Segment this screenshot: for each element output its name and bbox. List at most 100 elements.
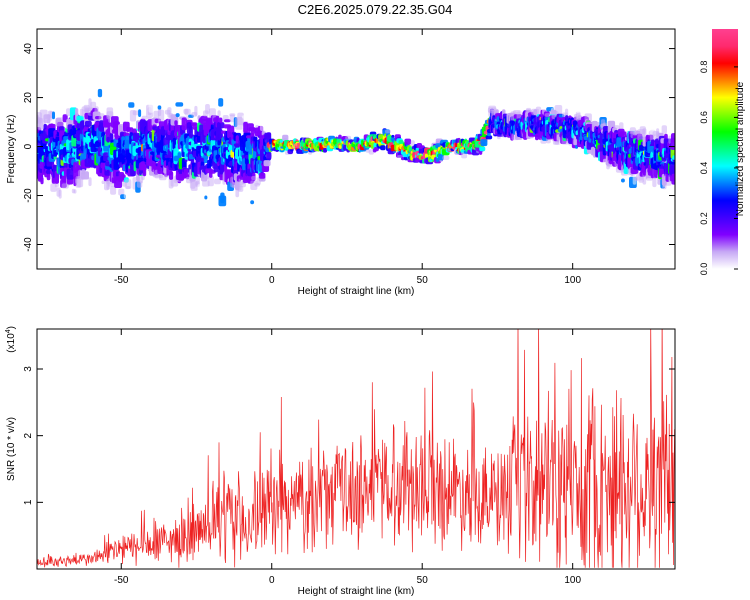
spectrogram-cell (54, 170, 59, 184)
x-tick-label: 0 (269, 575, 275, 586)
snr-series-line (37, 329, 675, 568)
spectrogram-cell (94, 106, 99, 117)
spectrogram-cell (76, 115, 84, 122)
y-tick-label: 20 (23, 92, 34, 104)
spectrogram-cell (282, 134, 289, 141)
colorbar-tick-label: 0.4 (699, 162, 709, 175)
spectrogram-cells (37, 88, 675, 207)
spectrogram-cell (138, 109, 142, 117)
spectrogram-cell (106, 136, 110, 143)
spectrogram-cell (480, 139, 488, 147)
spectrogram-cell (668, 185, 675, 191)
y-tick-label: 0 (23, 143, 34, 149)
spectrogram-cell (53, 155, 57, 160)
spectrogram-cell (56, 117, 64, 127)
colorbar-tick-label: 0.6 (699, 111, 709, 124)
snr-x-label: Height of straight line (km) (298, 586, 415, 597)
spectrogram-cell (218, 134, 223, 139)
spectrogram-cell (258, 172, 266, 179)
spectrogram-cell (184, 108, 191, 116)
spectrogram-cell (214, 178, 221, 185)
snr-plot-area (37, 329, 675, 569)
spectrogram-cell (181, 117, 187, 131)
y-tick-label: -20 (23, 188, 34, 203)
colorbar-gradient (712, 29, 738, 269)
snr-scale-exp: 4 (5, 329, 12, 333)
spectrogram-cell (106, 107, 114, 118)
spectrogram-cell (250, 180, 258, 190)
y-tick-label: -40 (23, 237, 34, 252)
spectrogram-cell (94, 141, 102, 148)
spectrogram-cell (404, 138, 412, 145)
spectrogram-cell (217, 110, 221, 117)
chart-title: C2E6.2025.079.22.35.G04 (298, 2, 453, 17)
spectrogram-cell (219, 117, 223, 124)
snr-frame (36, 328, 676, 570)
spectrogram-cell (479, 146, 486, 152)
spectrogram-cell (45, 170, 52, 174)
spectrogram-cell (52, 164, 58, 169)
colorbar-ticks: 0.0 0.2 0.4 0.6 0.8 (699, 61, 738, 276)
x-tick-label: -50 (114, 575, 129, 586)
spectrogram-cell (118, 188, 125, 196)
spectrogram-cell (235, 135, 239, 146)
spectrogram-cell (66, 168, 74, 180)
spectrogram-cell (619, 131, 627, 136)
spectrogram-cell (191, 122, 198, 126)
x-tick-label: -50 (114, 275, 129, 286)
spectrogram-cell (169, 171, 174, 180)
spectrogram-cell (58, 189, 62, 199)
snr-y-label: SNR (10 * v/v) (6, 417, 17, 481)
spectrogram-cell (373, 147, 379, 152)
spectrogram-cell (380, 145, 386, 151)
spectrogram-cell (672, 155, 675, 160)
spectrogram-cell (410, 140, 415, 147)
spectrogram-cell (106, 169, 110, 173)
spectrogram-cell (141, 115, 148, 120)
colorbar-tick-label: 0.2 (699, 212, 709, 225)
spectrogram-cell (246, 135, 252, 139)
spectrogram-frame (36, 28, 676, 270)
spectrogram-cell (101, 180, 105, 184)
spectrogram-cell (642, 128, 647, 141)
spectrogram-cell (175, 113, 180, 118)
spectrogram-x-label: Height of straight line (km) (298, 286, 415, 297)
spectrogram-cell (125, 186, 131, 190)
spectrogram-cell (88, 177, 92, 187)
spectrogram-cell (650, 139, 655, 147)
spectrogram-cell (175, 102, 184, 107)
spectrogram-cell (197, 184, 201, 192)
spectrogram-cell (194, 105, 198, 116)
spectrogram-cell (98, 113, 105, 123)
snr-panel: -50 0 50 100 1 2 3 Height of straight line (k… (5, 326, 676, 597)
spectrogram-cell (322, 148, 328, 153)
spectrogram-cell (260, 118, 265, 131)
y-tick-label: 40 (23, 43, 34, 55)
spectrogram-cell (205, 104, 210, 114)
spectrogram-cell (206, 119, 212, 131)
spectrogram-cell (297, 149, 303, 153)
spectrogram-cell (66, 108, 71, 117)
spectrogram-cell (174, 120, 178, 126)
spectrogram-cell (237, 112, 244, 126)
spectrogram-y-ticks: -40 -20 0 20 40 (23, 43, 675, 252)
spectrogram-cell (263, 160, 271, 167)
spectrogram-cell (220, 192, 225, 204)
spectrogram-cell (266, 151, 272, 160)
spectrogram-cell (391, 134, 395, 139)
spectrogram-cell (384, 129, 391, 134)
x-tick-label: 50 (417, 575, 429, 586)
spectrogram-cell (241, 115, 246, 119)
spectrogram-panel: -50 0 50 100 -40 -20 0 20 40 Height of straight… (6, 28, 676, 297)
spectrogram-cell (123, 132, 130, 137)
spectrogram-cell (345, 135, 352, 141)
spectrogram-cell (401, 157, 405, 161)
spectrogram-cell (263, 127, 271, 133)
spectrogram-cell (123, 186, 129, 199)
spectrogram-cell (652, 177, 657, 188)
spectrogram-cell (109, 133, 114, 140)
spectrogram-cell (46, 173, 51, 181)
y-tick-label: 2 (23, 432, 34, 438)
colorbar-tick-label: 0.0 (699, 263, 709, 276)
